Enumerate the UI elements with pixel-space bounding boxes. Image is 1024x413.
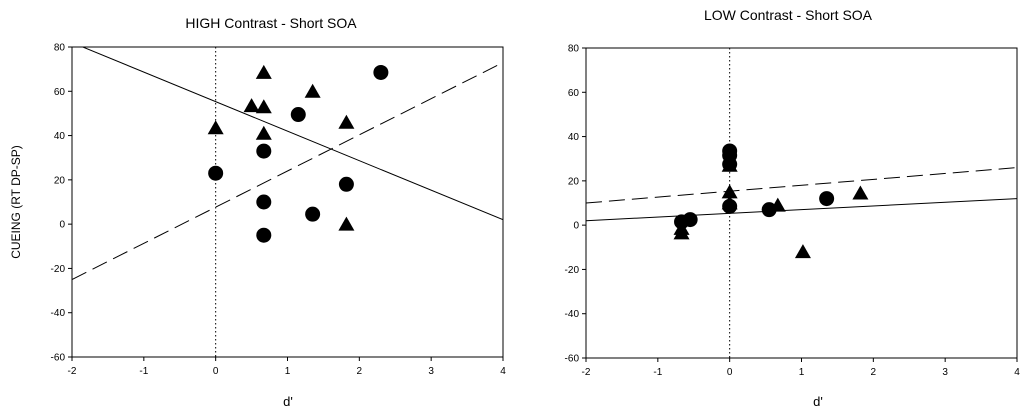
chart-panel-low-contrast: LOW Contrast - Short SOA d' -60-40-20020…: [565, 7, 1021, 409]
x-tick-label: -1: [139, 366, 148, 377]
y-tick-label: -60: [51, 353, 66, 364]
x-tick-label: 2: [357, 366, 363, 377]
regression-line-dashed: [72, 62, 503, 280]
y-tick-label: 20: [568, 176, 580, 187]
chart-title: HIGH Contrast - Short SOA: [185, 15, 357, 31]
data-point-circle: [256, 227, 272, 243]
x-axis-label: d': [283, 394, 293, 409]
data-point-circle: [338, 176, 354, 192]
y-tick-label: 60: [568, 88, 580, 99]
y-tick-label: -40: [51, 308, 66, 319]
data-point-circle: [682, 212, 698, 228]
data-point-triangle: [794, 244, 811, 259]
data-point-circle: [256, 194, 272, 210]
data-point-triangle: [721, 157, 738, 172]
y-tick-label: -60: [565, 354, 580, 365]
x-tick-label: 0: [727, 367, 733, 378]
y-tick-label: -20: [51, 264, 66, 275]
x-tick-label: 4: [500, 366, 506, 377]
chart-title: LOW Contrast - Short SOA: [704, 7, 873, 23]
plot-frame: [71, 46, 504, 358]
y-tick-label: 40: [568, 132, 580, 143]
y-axis-label: CUEING (RT DP-SP): [9, 145, 23, 259]
x-tick-label: 3: [428, 366, 434, 377]
regression-line-solid: [81, 47, 503, 221]
chart-panel-high-contrast: HIGH Contrast - Short SOA CUEING (RT DP-…: [9, 15, 506, 409]
data-point-circle: [819, 191, 835, 207]
x-tick-label: 0: [213, 366, 219, 377]
data-point-triangle: [255, 64, 272, 79]
data-point-circle: [208, 165, 224, 181]
data-point-circle: [373, 64, 389, 80]
data-point-triangle: [721, 184, 738, 199]
data-point-triangle: [338, 114, 355, 129]
y-tick-label: -40: [565, 309, 580, 320]
data-point-triangle: [243, 98, 260, 113]
y-tick-label: 0: [59, 220, 65, 231]
data-point-circle: [305, 206, 321, 222]
data-point-triangle: [852, 185, 869, 200]
x-tick-label: 2: [871, 367, 877, 378]
y-tick-label: -20: [565, 265, 580, 276]
y-tick-label: 80: [54, 43, 66, 54]
y-tick-label: 60: [54, 87, 66, 98]
x-axis-label: d': [813, 394, 823, 409]
x-tick-label: 3: [942, 367, 948, 378]
x-tick-label: 4: [1014, 367, 1020, 378]
data-point-circle: [761, 202, 777, 218]
regression-line-solid: [586, 198, 1017, 222]
x-tick-label: -1: [653, 367, 662, 378]
regression-line-dashed: [586, 167, 1017, 204]
y-tick-label: 20: [54, 175, 66, 186]
data-point-triangle: [721, 195, 738, 210]
data-point-triangle: [304, 83, 321, 98]
data-point-triangle: [769, 197, 786, 212]
plot-frame: [585, 47, 1018, 359]
data-point-triangle: [255, 125, 272, 140]
data-point-triangle: [673, 220, 690, 235]
data-point-triangle: [338, 216, 355, 231]
x-tick-label: -2: [68, 366, 77, 377]
y-tick-label: 40: [54, 131, 66, 142]
data-point-triangle: [207, 120, 224, 135]
x-tick-label: 1: [285, 366, 291, 377]
y-tick-label: 0: [573, 221, 579, 232]
y-tick-label: 80: [568, 44, 580, 55]
data-point-circle: [256, 143, 272, 159]
data-point-circle: [290, 107, 306, 123]
x-tick-label: -2: [582, 367, 591, 378]
x-tick-label: 1: [799, 367, 805, 378]
data-point-triangle: [255, 99, 272, 114]
